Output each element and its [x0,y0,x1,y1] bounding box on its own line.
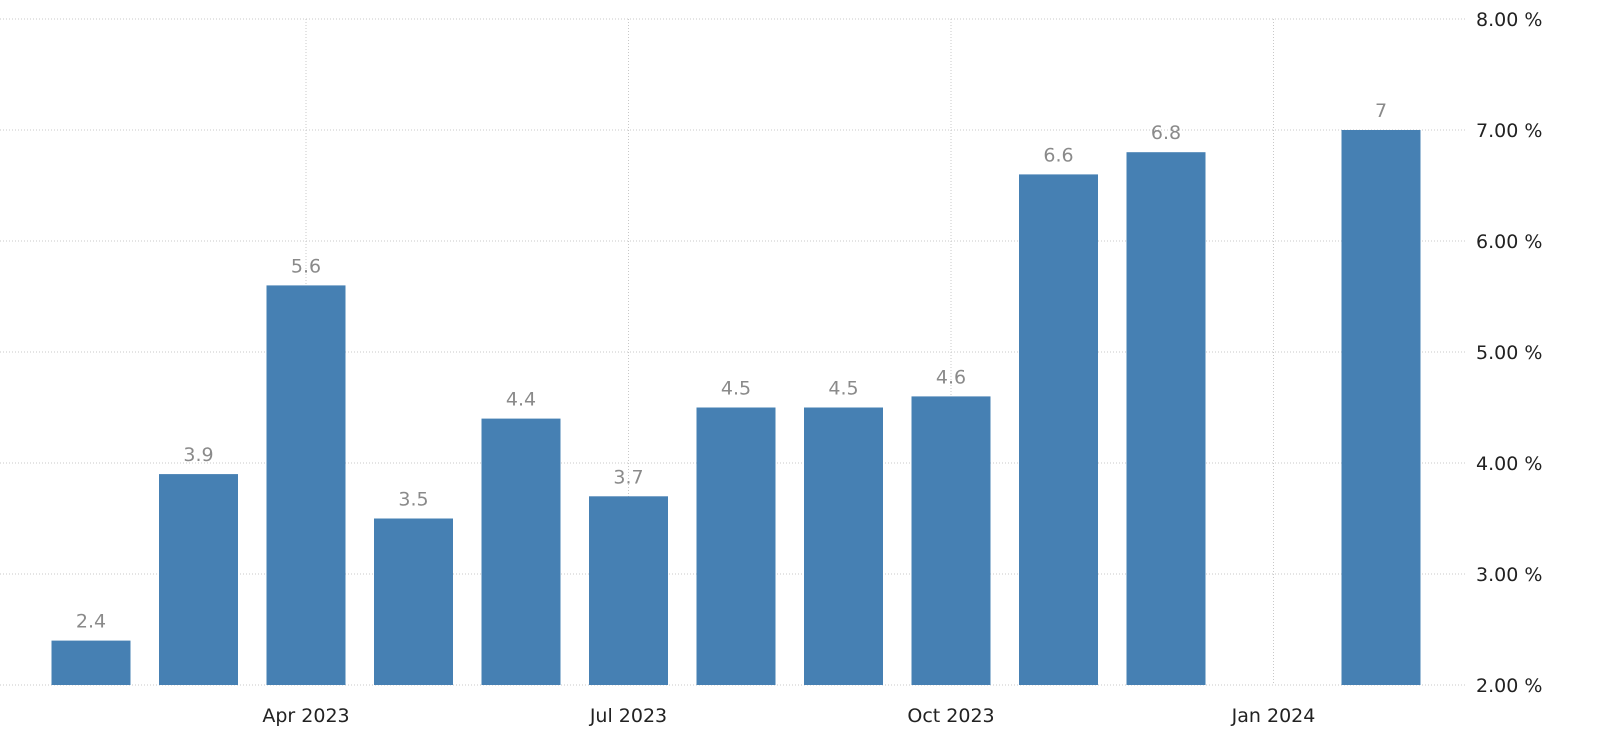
bar [266,285,346,685]
bar [1019,174,1098,685]
data-label: 7 [1375,100,1387,122]
x-axis-tick-labels: Apr 2023 Jul 2023 Oct 2023 Jan 2024 [262,705,1315,727]
x-tick-label: Apr 2023 [262,705,349,727]
bar [589,496,668,685]
y-tick-label: 8.00 % [1476,9,1542,31]
data-label: 2.4 [76,611,106,633]
bar [159,474,238,685]
data-label: 6.8 [1151,122,1181,144]
bar [481,418,561,685]
bar [1126,152,1206,685]
y-axis-tick-labels: 2.00 % 3.00 % 4.00 % 5.00 % 6.00 % 7.00 % 8.00… [1476,9,1542,697]
data-label: 4.6 [936,366,966,388]
y-tick-label: 6.00 % [1476,231,1542,253]
bar [1341,130,1421,685]
bar [374,518,453,685]
data-label: 3.9 [183,444,213,466]
y-tick-label: 3.00 % [1476,564,1542,586]
data-label: 5.6 [291,255,321,277]
data-label: 4.5 [721,378,751,400]
x-tick-label: Oct 2023 [907,705,994,727]
data-labels: 2.4 3.9 5.6 3.5 4.4 3.7 4.5 4.5 4.6 6.6 6.8 7 [76,100,1387,633]
bar [51,640,131,685]
y-tick-label: 2.00 % [1476,675,1542,697]
bars [51,130,1421,685]
y-tick-label: 7.00 % [1476,120,1542,142]
data-label: 3.5 [398,489,428,511]
x-tick-label: Jan 2024 [1231,705,1316,727]
y-tick-label: 5.00 % [1476,342,1542,364]
bar [696,407,776,685]
y-tick-label: 4.00 % [1476,453,1542,475]
bar [911,396,991,685]
data-label: 4.4 [506,389,536,411]
bar [804,407,883,685]
data-label: 4.5 [828,378,858,400]
data-label: 3.7 [613,466,643,488]
data-label: 6.6 [1043,144,1073,166]
x-tick-label: Jul 2023 [589,705,667,727]
